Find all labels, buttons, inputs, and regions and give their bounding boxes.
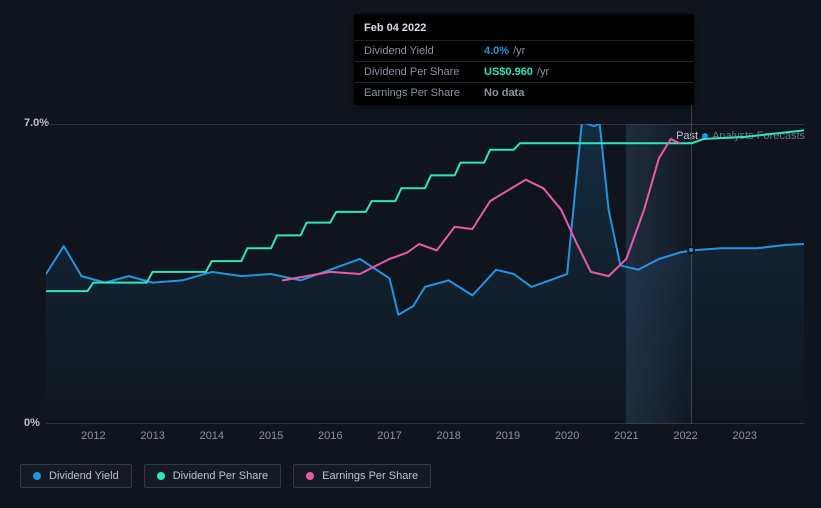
x-tick-label: 2019 <box>496 430 520 442</box>
tooltip-row-value: No data <box>484 87 524 99</box>
x-tick-label: 2012 <box>81 430 105 442</box>
tooltip-row: Dividend Per ShareUS$0.960/yr <box>354 62 694 83</box>
tooltip-row-label: Dividend Yield <box>364 45 484 57</box>
x-tick-label: 2014 <box>200 430 224 442</box>
current-point-marker <box>687 246 695 254</box>
tooltip-row: Dividend Yield4.0%/yr <box>354 41 694 62</box>
legend-item-dividend_yield[interactable]: Dividend Yield <box>20 464 132 488</box>
x-axis-labels: 2012 2013 2014 2015 2016 2017 2018 2019 2020 2021… <box>46 430 804 450</box>
tooltip-row-value: 4.0%/yr <box>484 45 525 57</box>
tooltip-row-unit: /yr <box>513 45 525 57</box>
dividend-chart: Feb 04 2022 Dividend Yield4.0%/yrDividen… <box>0 0 821 508</box>
legend-dot-icon <box>33 472 41 480</box>
tooltip-row-value: US$0.960/yr <box>484 66 549 78</box>
chart-tooltip: Feb 04 2022 Dividend Yield4.0%/yrDividen… <box>354 14 694 105</box>
legend-item-label: Dividend Yield <box>49 470 119 482</box>
x-tick-label: 2015 <box>259 430 283 442</box>
x-tick-label: 2020 <box>555 430 579 442</box>
tooltip-row-label: Dividend Per Share <box>364 66 484 78</box>
x-tick-label: 2016 <box>318 430 342 442</box>
chart-lines <box>46 124 804 424</box>
x-tick-label: 2022 <box>673 430 697 442</box>
x-tick-label: 2023 <box>733 430 757 442</box>
legend-item-dividend_per_share[interactable]: Dividend Per Share <box>144 464 281 488</box>
tooltip-row-unit: /yr <box>537 66 549 78</box>
x-tick-label: 2013 <box>140 430 164 442</box>
chart-legend: Dividend Yield Dividend Per Share Earnings… <box>20 464 431 488</box>
x-tick-label: 2021 <box>614 430 638 442</box>
tooltip-rows: Dividend Yield4.0%/yrDividend Per ShareU… <box>354 41 694 103</box>
y-tick-label: 0% <box>24 417 40 429</box>
tooltip-row-label: Earnings Per Share <box>364 87 484 99</box>
legend-dot-icon <box>157 472 165 480</box>
x-tick-label: 2017 <box>377 430 401 442</box>
legend-item-label: Earnings Per Share <box>322 470 418 482</box>
x-tick-label: 2018 <box>436 430 460 442</box>
tooltip-row: Earnings Per ShareNo data <box>354 83 694 103</box>
legend-item-label: Dividend Per Share <box>173 470 268 482</box>
legend-item-earnings_per_share[interactable]: Earnings Per Share <box>293 464 431 488</box>
tooltip-date: Feb 04 2022 <box>354 16 694 41</box>
legend-dot-icon <box>306 472 314 480</box>
series-area-dividend_yield <box>46 124 804 424</box>
